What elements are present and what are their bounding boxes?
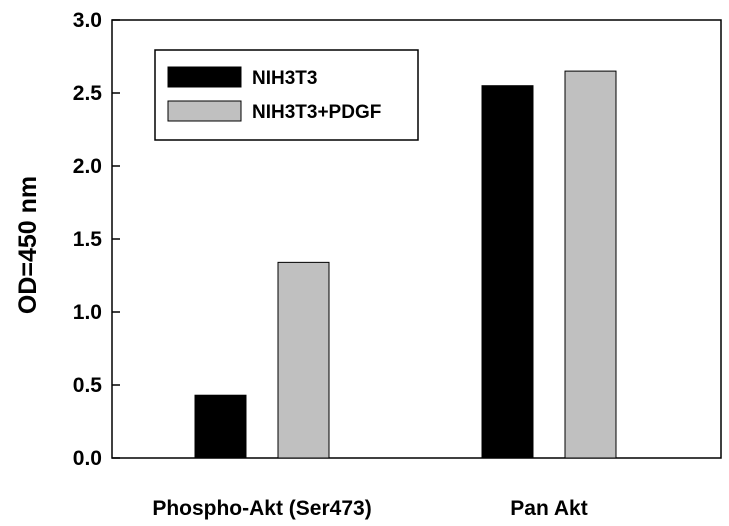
x-category-label: Phospho-Akt (Ser473) xyxy=(152,497,371,520)
bar-nih3t3-phospho-akt xyxy=(194,394,247,459)
legend-swatch xyxy=(167,100,242,122)
plot-area: 0.0 0.5 1.0 1.5 2.0 2.5 3.0 Phospho-Akt (Ser473… xyxy=(73,9,722,520)
y-tick-label: 0.5 xyxy=(73,374,103,397)
bar-nih3t3-pdgf-pan-akt xyxy=(564,70,617,459)
y-tick-label: 1.5 xyxy=(73,228,103,251)
bar-nih3t3-pan-akt xyxy=(481,85,534,459)
legend-label: NIH3T3 xyxy=(252,68,317,89)
y-tick-label: 3.0 xyxy=(73,9,102,32)
y-tick-label: 0.0 xyxy=(73,447,102,470)
x-category-label: Pan Akt xyxy=(510,497,587,520)
y-tick-label: 2.0 xyxy=(73,155,102,178)
legend-label: NIH3T3+PDGF xyxy=(252,102,381,123)
y-tick-label: 2.5 xyxy=(73,82,103,105)
bar-nih3t3-pdgf-phospho-akt xyxy=(277,261,330,459)
y-tick-label: 1.0 xyxy=(73,301,102,324)
y-axis-label: OD=450 nm xyxy=(14,176,42,314)
legend-box xyxy=(154,49,419,141)
legend-swatch xyxy=(167,66,242,88)
